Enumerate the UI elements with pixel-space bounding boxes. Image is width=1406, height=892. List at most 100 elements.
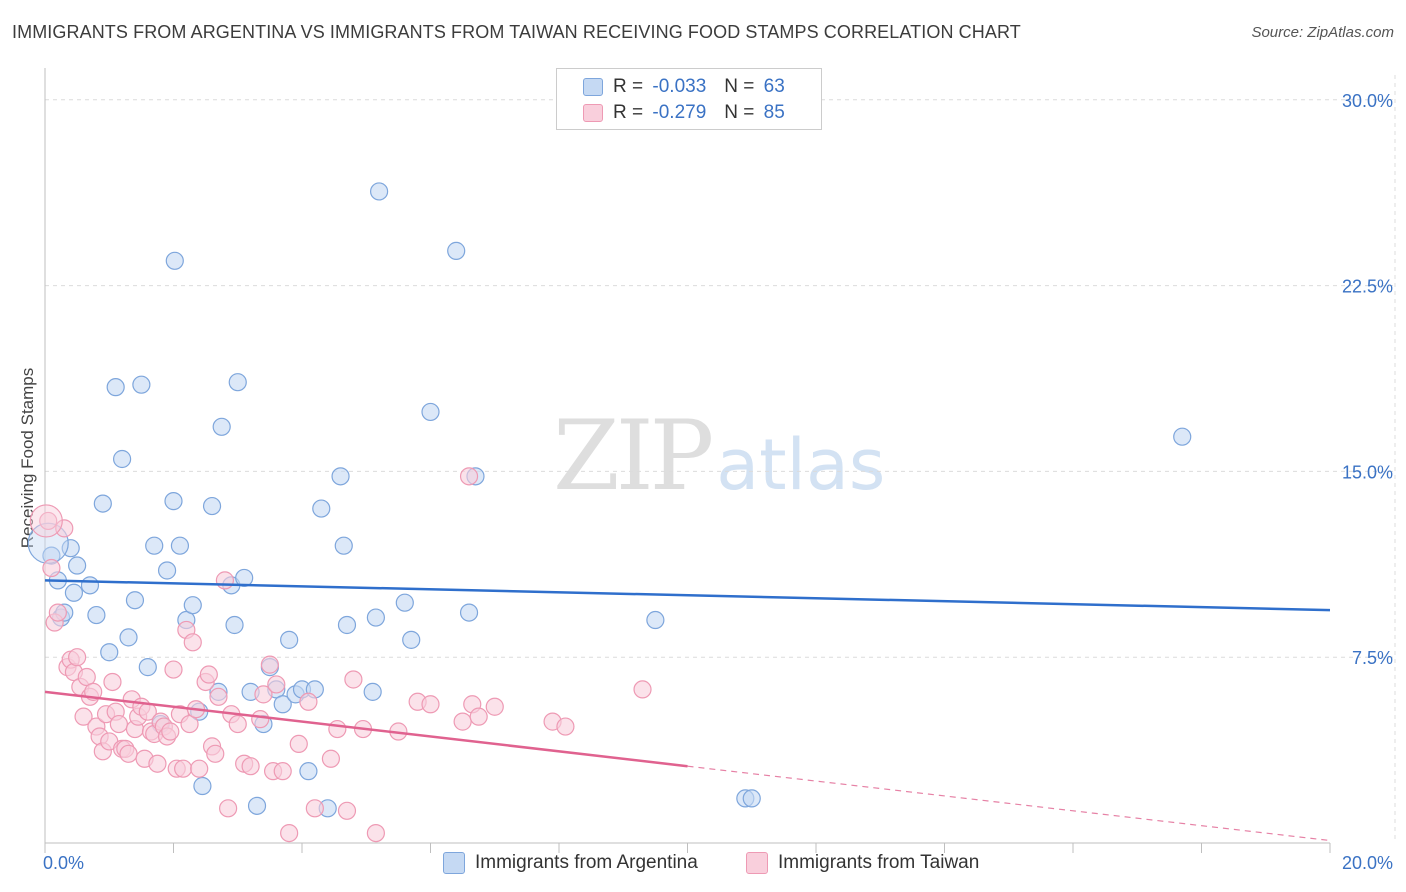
data-point-argentina	[157, 561, 177, 580]
data-point-argentina	[145, 536, 164, 555]
data-point-argentina	[112, 449, 132, 469]
data-point-taiwan	[344, 670, 363, 689]
data-point-argentina	[93, 494, 112, 513]
data-point-argentina	[225, 615, 244, 635]
argentina-legend-label: Immigrants from Argentina	[475, 852, 698, 873]
data-point-taiwan	[421, 695, 440, 714]
data-point-argentina	[68, 556, 87, 575]
data-point-taiwan	[199, 665, 218, 684]
data-point-taiwan	[161, 722, 180, 741]
trend-line-taiwan	[44, 690, 688, 768]
data-point-taiwan	[556, 717, 575, 736]
data-point-taiwan	[267, 675, 286, 694]
data-point-taiwan	[289, 734, 308, 754]
data-point-argentina	[119, 628, 138, 647]
tick-labels: 7.5% 15.0% 22.5% 30.0% 0.0% 20.0%	[43, 91, 1393, 873]
data-point-argentina	[646, 610, 665, 630]
y-tick-label: 7.5%	[1352, 648, 1393, 668]
data-point-argentina	[247, 796, 267, 815]
data-point-argentina	[193, 776, 212, 796]
grid-lines	[45, 75, 1396, 843]
data-point-taiwan	[148, 754, 167, 773]
data-point-argentina	[421, 402, 440, 422]
data-point-taiwan	[68, 648, 87, 667]
data-point-taiwan	[241, 757, 260, 776]
legend-item-argentina: Immigrants from Argentina	[443, 852, 698, 874]
data-point-argentina	[170, 536, 190, 555]
data-point-argentina	[363, 682, 382, 701]
data-point-argentina	[312, 499, 331, 518]
x-tick-label: 0.0%	[43, 853, 84, 873]
series-legend: Immigrants from Argentina Immigrants fro…	[0, 850, 1406, 880]
data-point-argentina	[366, 608, 385, 627]
data-point-argentina	[202, 496, 222, 516]
n-label: N =	[724, 102, 755, 123]
data-point-argentina	[331, 467, 350, 486]
data-point-argentina	[447, 241, 466, 260]
n-value-taiwan: 85	[763, 102, 785, 123]
data-point-taiwan	[42, 558, 61, 578]
r-label: R =	[613, 76, 644, 97]
legend-row-argentina: R = -0.033 N = 63	[583, 74, 785, 100]
n-value-argentina: 63	[763, 76, 785, 97]
data-point-taiwan	[109, 714, 128, 734]
data-point-argentina	[337, 615, 357, 635]
data-point-taiwan	[74, 707, 93, 726]
r-value-taiwan: -0.279	[652, 102, 707, 123]
y-tick-label: 15.0%	[1342, 462, 1393, 482]
data-point-argentina	[125, 591, 145, 610]
taiwan-legend-label: Immigrants from Taiwan	[778, 852, 980, 873]
taiwan-points	[29, 467, 652, 843]
data-point-taiwan	[215, 571, 234, 590]
data-point-argentina	[138, 658, 157, 677]
argentina-swatch	[583, 78, 603, 96]
data-point-taiwan	[55, 519, 74, 538]
data-point-argentina	[742, 789, 761, 808]
data-point-taiwan	[209, 687, 228, 706]
source-credit: Source: ZipAtlas.com	[1251, 24, 1394, 41]
data-point-taiwan	[366, 823, 385, 843]
data-point-taiwan	[48, 603, 67, 622]
data-point-taiwan	[103, 672, 122, 692]
data-point-taiwan	[206, 744, 225, 763]
data-point-argentina	[183, 596, 202, 615]
data-point-argentina	[280, 630, 299, 649]
x-tick-label: 20.0%	[1342, 853, 1393, 873]
data-point-taiwan	[453, 712, 472, 731]
data-point-taiwan	[328, 719, 347, 739]
data-point-taiwan	[174, 759, 193, 778]
data-point-taiwan	[183, 633, 202, 652]
data-point-taiwan	[299, 692, 318, 711]
data-point-taiwan	[280, 823, 299, 843]
axes	[44, 68, 1331, 853]
argentina-legend-swatch	[443, 852, 465, 874]
data-point-argentina	[64, 583, 84, 602]
data-point-taiwan	[485, 697, 504, 716]
data-point-taiwan	[459, 467, 479, 486]
data-point-argentina	[87, 605, 106, 625]
n-label: N =	[724, 76, 755, 97]
data-point-taiwan	[260, 655, 279, 674]
data-point-taiwan	[164, 660, 183, 679]
r-value-argentina: -0.033	[652, 76, 707, 97]
trend-line-argentina	[44, 579, 1331, 612]
data-point-argentina	[132, 375, 151, 394]
data-point-argentina	[165, 251, 184, 270]
data-point-taiwan	[39, 511, 58, 531]
data-point-taiwan	[305, 799, 324, 818]
trend-lines	[44, 579, 1331, 842]
data-point-taiwan	[119, 744, 138, 763]
data-point-argentina	[106, 378, 125, 397]
data-point-taiwan	[251, 710, 270, 729]
taiwan-swatch	[583, 104, 603, 122]
data-point-argentina	[100, 643, 119, 662]
data-point-taiwan	[29, 504, 63, 538]
data-point-argentina	[370, 182, 389, 201]
data-point-argentina	[299, 762, 318, 781]
chart-title: IMMIGRANTS FROM ARGENTINA VS IMMIGRANTS …	[12, 22, 1021, 42]
data-point-taiwan	[273, 762, 292, 781]
data-point-argentina	[273, 695, 292, 714]
data-point-argentina	[164, 492, 183, 511]
data-point-taiwan	[254, 685, 273, 704]
